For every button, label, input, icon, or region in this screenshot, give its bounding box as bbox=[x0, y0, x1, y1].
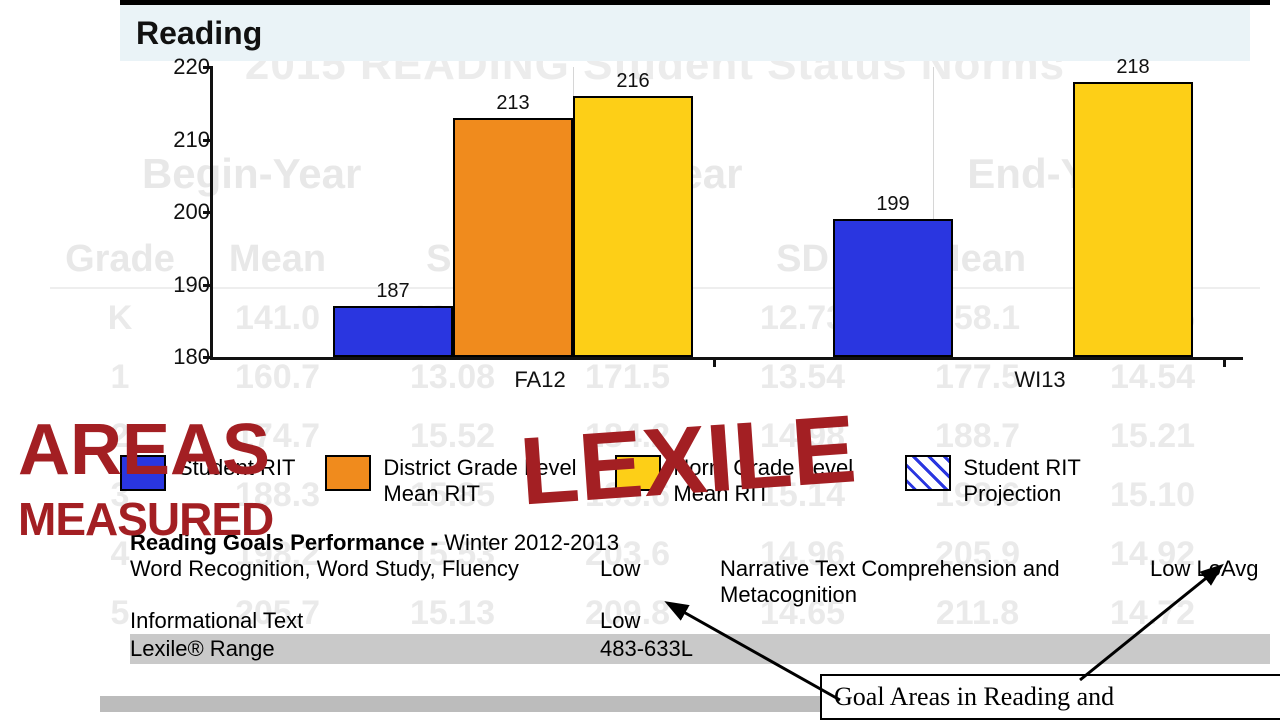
y-axis: 180190200210220 bbox=[120, 67, 210, 357]
bar-value-label: 213 bbox=[496, 92, 529, 115]
stamp-lexile: LEXILE bbox=[518, 408, 859, 513]
bar bbox=[1073, 82, 1193, 358]
plot-area: 187213216199218 bbox=[210, 67, 1243, 360]
legend-swatch bbox=[325, 455, 371, 491]
bar bbox=[833, 219, 953, 357]
report-panel: Reading 180190200210220 187213216199218 … bbox=[120, 0, 1250, 397]
x-category-label: FA12 bbox=[514, 367, 565, 393]
arrow-right bbox=[1060, 560, 1240, 690]
legend-label: Student RIT Projection bbox=[963, 455, 1165, 507]
bar-value-label: 216 bbox=[616, 70, 649, 93]
bar-chart: 180190200210220 187213216199218 FA12WI13 bbox=[120, 67, 1250, 397]
arrow-left bbox=[660, 600, 860, 710]
stamp-areas: AREAS bbox=[18, 420, 270, 481]
bar bbox=[453, 118, 573, 357]
legend-swatch bbox=[905, 455, 951, 491]
legend-item: Student RIT Projection bbox=[905, 455, 1165, 507]
report-title: Reading bbox=[136, 15, 262, 52]
stamp-measured: MEASURED bbox=[18, 500, 273, 539]
bar-value-label: 199 bbox=[876, 193, 909, 216]
bar-value-label: 218 bbox=[1116, 56, 1149, 79]
x-category-label: WI13 bbox=[1014, 367, 1065, 393]
bar bbox=[573, 96, 693, 357]
report-header: Reading bbox=[120, 5, 1250, 61]
bar bbox=[333, 306, 453, 357]
bar-value-label: 187 bbox=[376, 280, 409, 303]
goals-heading: Reading Goals Performance - Winter 2012-… bbox=[130, 530, 1270, 556]
